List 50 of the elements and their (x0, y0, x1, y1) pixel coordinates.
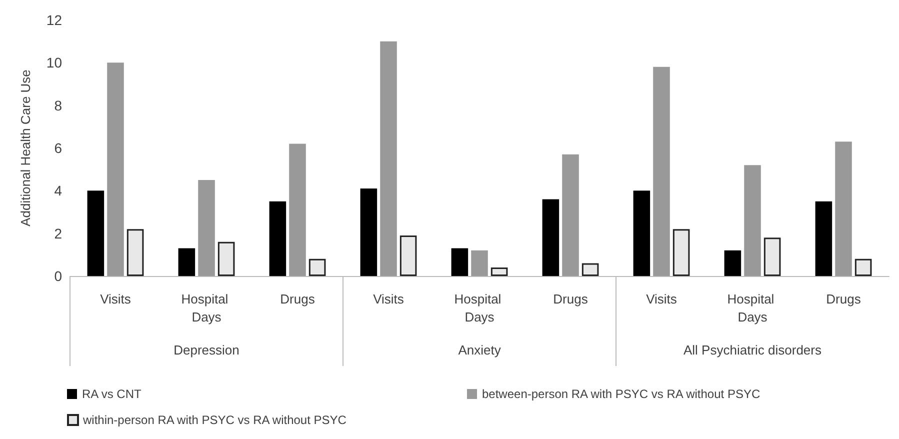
legend-label: within-person RA with PSYC vs RA without PSYC (82, 413, 347, 427)
y-tick-label: 4 (54, 182, 62, 199)
x-tick-label: Hospital Days (181, 292, 232, 324)
y-tick-label: 12 (46, 12, 62, 28)
bar (562, 154, 579, 276)
x-tick-label: Hospital Days (727, 292, 778, 324)
bar (854, 258, 872, 276)
legend-label: between-person RA with PSYC vs RA without PSYC (482, 387, 760, 401)
x-tick-label: Hospital Days (454, 292, 505, 324)
bar (178, 248, 196, 276)
bar (835, 142, 852, 276)
bar (633, 190, 650, 276)
bar (87, 190, 104, 276)
x-tick-label: Visits (373, 292, 404, 306)
legend-label: RA vs CNT (82, 387, 142, 401)
bar (490, 267, 508, 276)
bar (724, 250, 742, 276)
bar (542, 199, 560, 276)
bar (269, 201, 286, 276)
x-tick-label: Visits (646, 292, 678, 306)
bar (107, 62, 124, 276)
text: Depression (174, 342, 240, 358)
bar (198, 180, 215, 276)
bar (218, 242, 235, 276)
y-tick-label: 8 (54, 97, 62, 114)
bar (451, 248, 468, 276)
bar (471, 250, 488, 276)
y-axis-title: Additional Health Care Use (18, 70, 33, 226)
bar (380, 41, 397, 276)
bar (744, 165, 761, 276)
y-tick-label: 2 (54, 225, 62, 242)
text: All Psychiatric disorders (684, 342, 822, 358)
x-tick-label: Drugs (826, 292, 862, 306)
x-tick-label: Drugs (280, 292, 316, 306)
bar (672, 229, 690, 276)
bar (308, 258, 326, 276)
x-tick-label: Visits (100, 292, 132, 306)
bar (582, 263, 599, 276)
bar (360, 188, 378, 276)
bar (764, 238, 781, 276)
bar (400, 235, 417, 276)
bar (289, 144, 306, 276)
bar (126, 229, 144, 276)
y-tick-label: 0 (54, 268, 62, 284)
x-tick-label: Drugs (553, 292, 588, 306)
bar (653, 66, 670, 276)
bar (815, 201, 832, 276)
y-tick-label: 6 (54, 140, 62, 156)
text: Anxiety (458, 342, 502, 358)
y-tick-label: 10 (46, 54, 62, 71)
